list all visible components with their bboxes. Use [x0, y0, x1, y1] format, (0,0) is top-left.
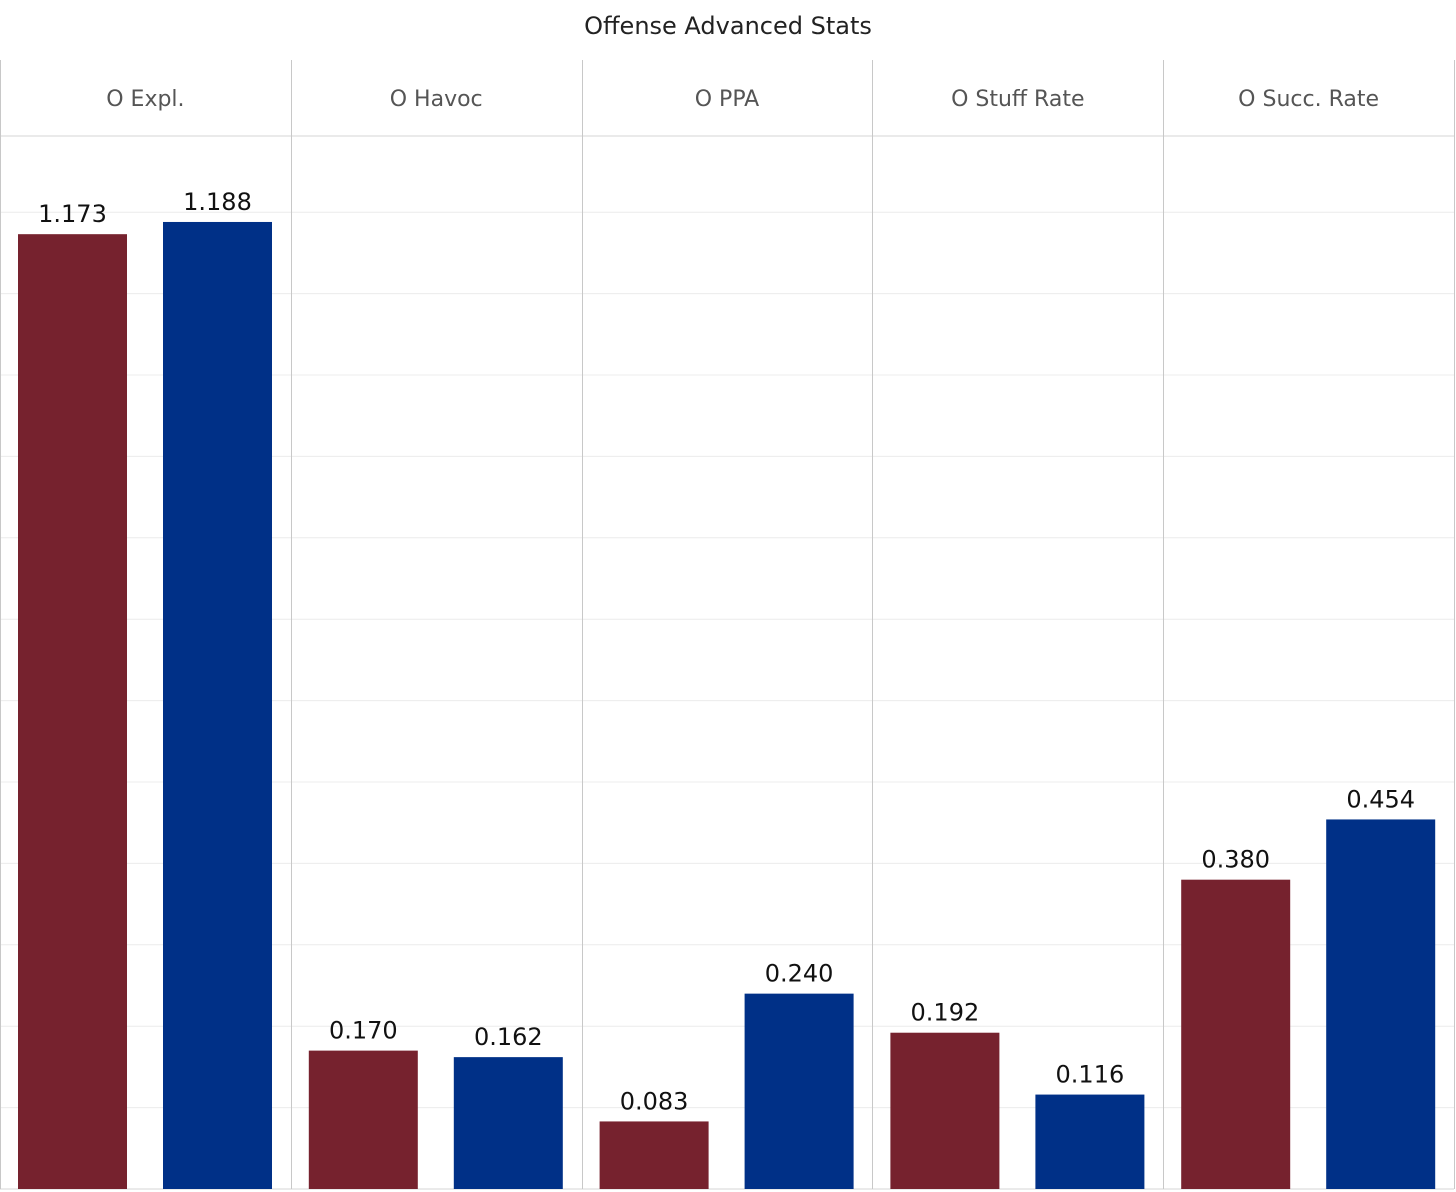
data-label-series0-1: 0.170: [329, 1017, 398, 1045]
chart-title: Offense Advanced Stats: [584, 12, 872, 40]
data-label-series1-0: 1.188: [183, 188, 252, 216]
bar-series0-3: [890, 1032, 1000, 1189]
bar-series1-0: [163, 221, 272, 1189]
bar-series1-4: [1326, 819, 1436, 1189]
data-label-series1-1: 0.162: [474, 1023, 543, 1051]
bar-series1-3: [1035, 1094, 1145, 1189]
bar-series1-1: [453, 1057, 563, 1189]
data-label-series0-2: 0.083: [620, 1087, 689, 1115]
data-label-series1-4: 0.454: [1346, 785, 1415, 813]
data-label-series1-2: 0.240: [765, 960, 834, 988]
column-header-0: O Expl.: [106, 87, 184, 112]
bar-series0-0: [18, 234, 127, 1190]
column-header-1: O Havoc: [390, 87, 483, 112]
data-label-series0-0: 1.173: [38, 200, 107, 228]
column-header-2: O PPA: [695, 87, 760, 112]
data-label-series1-3: 0.116: [1056, 1061, 1125, 1089]
column-header-4: O Succ. Rate: [1238, 87, 1379, 112]
data-label-series0-3: 0.192: [911, 999, 980, 1027]
data-label-series0-4: 0.380: [1201, 846, 1270, 874]
bar-series1-2: [744, 993, 854, 1189]
bar-series0-1: [308, 1050, 418, 1189]
bar-series0-4: [1181, 879, 1291, 1189]
column-header-3: O Stuff Rate: [951, 87, 1084, 112]
bar-series0-2: [599, 1121, 709, 1189]
